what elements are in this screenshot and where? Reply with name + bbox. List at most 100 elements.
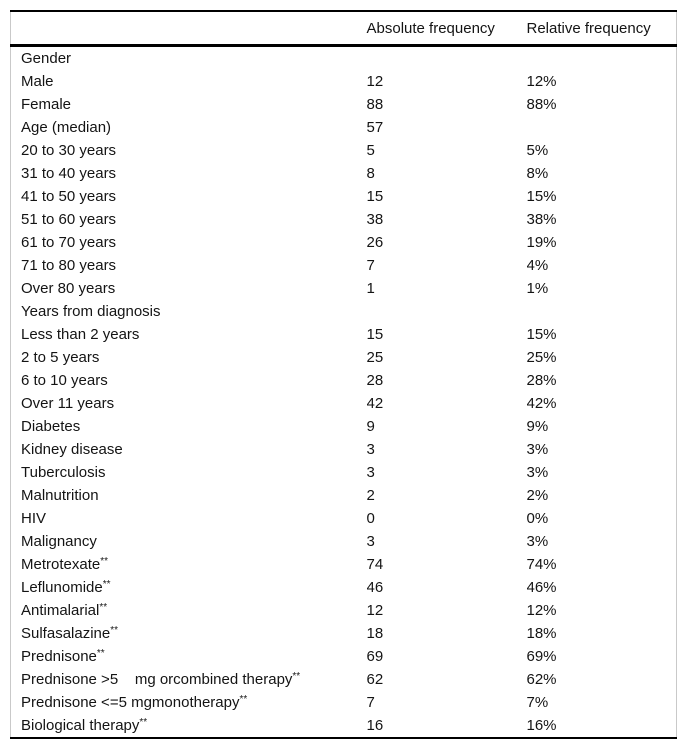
relative-frequency-value: 69%: [526, 648, 557, 665]
row-label: Prednisone**: [11, 645, 367, 668]
relative-frequency-value: 0%: [526, 510, 549, 527]
relative-frequency-value: [527, 116, 677, 139]
frequency-table-container: Absolute frequency Relative frequency Ge…: [10, 10, 677, 739]
table-row: Age (median) 57: [11, 116, 677, 139]
header-relative-frequency: Relative frequency: [526, 11, 677, 47]
row-label: Less than 2 years: [11, 323, 367, 346]
row-label-text: Prednisone <=5 mgmonotherapy: [21, 694, 240, 711]
row-label-text: 71 to 80 years: [21, 257, 117, 274]
row-label: Years from diagnosis: [11, 300, 367, 323]
row-label: Over 80 years: [11, 277, 367, 300]
frequency-table: Absolute frequency Relative frequency Ge…: [10, 10, 677, 739]
row-label: Gender: [11, 46, 367, 71]
table-row: Sulfasalazine** 18 18%: [11, 622, 677, 645]
absolute-frequency-value: 15: [366, 326, 384, 343]
row-label: Female: [11, 93, 367, 116]
relative-frequency-value: 38%: [526, 211, 557, 228]
relative-frequency-value: 42%: [526, 395, 557, 412]
row-label: Tuberculosis: [11, 461, 367, 484]
relative-frequency-value: [527, 46, 677, 71]
row-label-text: Malnutrition: [21, 487, 99, 504]
footnote-marker: **: [139, 717, 148, 728]
row-label: Prednisone >5 mg orcombined therapy**: [11, 668, 367, 691]
absolute-frequency-value: 42: [366, 395, 384, 412]
row-label: 20 to 30 years: [11, 139, 367, 162]
table-row: 6 to 10 years 28 28%: [11, 369, 677, 392]
relative-frequency-value: 8%: [526, 165, 549, 182]
relative-frequency-value: 5%: [526, 142, 549, 159]
row-label-text: Years from diagnosis: [21, 303, 161, 320]
relative-frequency-value: 25%: [526, 349, 557, 366]
absolute-frequency-value: 9: [366, 418, 375, 435]
absolute-frequency-value: [367, 300, 527, 323]
relative-frequency-value: 3%: [526, 464, 549, 481]
row-label-text: Metrotexate: [21, 556, 101, 573]
absolute-frequency-value: 3: [366, 441, 375, 458]
absolute-frequency-value: 3: [366, 464, 375, 481]
table-row: 20 to 30 years 5 5%: [11, 139, 677, 162]
relative-frequency-value: 2%: [526, 487, 549, 504]
absolute-frequency-value: 18: [366, 625, 384, 642]
relative-frequency-value: 62%: [526, 671, 557, 688]
relative-frequency-value: 12%: [526, 602, 557, 619]
row-label: Prednisone <=5 mgmonotherapy**: [11, 691, 367, 714]
row-label-text: 41 to 50 years: [21, 188, 117, 205]
row-label-text: 2 to 5 years: [21, 349, 100, 366]
relative-frequency-value: 9%: [526, 418, 549, 435]
table-row: Male 12 12%: [11, 70, 677, 93]
relative-frequency-value: 1%: [526, 280, 549, 297]
table-row: 31 to 40 years 8 8%: [11, 162, 677, 185]
row-label: 61 to 70 years: [11, 231, 367, 254]
row-label-text: Over 80 years: [21, 280, 116, 297]
footnote-marker: **: [110, 625, 119, 636]
table-row: Kidney disease 3 3%: [11, 438, 677, 461]
table-row: Biological therapy** 16 16%: [11, 714, 677, 738]
footnote-marker: **: [96, 648, 105, 659]
row-label: Malignancy: [11, 530, 367, 553]
absolute-frequency-value: 2: [366, 487, 375, 504]
relative-frequency-value: 19%: [526, 234, 557, 251]
absolute-frequency-value: 7: [366, 257, 375, 274]
absolute-frequency-value: 46: [366, 579, 384, 596]
row-label-text: Tuberculosis: [21, 464, 106, 481]
table-row: Over 80 years 1 1%: [11, 277, 677, 300]
row-label-text: Antimalarial: [21, 602, 100, 619]
table-row: 51 to 60 years 38 38%: [11, 208, 677, 231]
row-label-text: Gender: [21, 50, 72, 67]
row-label-text: Biological therapy: [21, 717, 140, 734]
relative-frequency-value: 28%: [526, 372, 557, 389]
row-label-text: Over 11 years: [21, 395, 115, 412]
row-label: HIV: [11, 507, 367, 530]
table-row: Prednisone <=5 mgmonotherapy** 7 7%: [11, 691, 677, 714]
relative-frequency-value: 3%: [526, 533, 549, 550]
relative-frequency-value: 74%: [526, 556, 557, 573]
row-label: Over 11 years: [11, 392, 367, 415]
table-row: Metrotexate** 74 74%: [11, 553, 677, 576]
row-label: 71 to 80 years: [11, 254, 367, 277]
absolute-frequency-value: 15: [366, 188, 384, 205]
row-label: Male: [11, 70, 367, 93]
row-label: 6 to 10 years: [11, 369, 367, 392]
table-row: 61 to 70 years 26 19%: [11, 231, 677, 254]
footnote-marker: **: [102, 579, 111, 590]
absolute-frequency-value: 74: [366, 556, 384, 573]
row-label-text: Leflunomide: [21, 579, 103, 596]
row-label-text: Malignancy: [21, 533, 97, 550]
absolute-frequency-value: 62: [366, 671, 384, 688]
row-label-text: 31 to 40 years: [21, 165, 117, 182]
row-label: Diabetes: [11, 415, 367, 438]
row-label-text: 51 to 60 years: [21, 211, 117, 228]
relative-frequency-value: 15%: [526, 326, 557, 343]
table-row: Less than 2 years 15 15%: [11, 323, 677, 346]
table-row: 71 to 80 years 7 4%: [11, 254, 677, 277]
absolute-frequency-value: 38: [366, 211, 384, 228]
header-empty-cell: [10, 11, 367, 47]
table-row: Diabetes 9 9%: [11, 415, 677, 438]
absolute-frequency-value: 16: [366, 717, 384, 734]
table-row: Gender: [11, 46, 677, 71]
absolute-frequency-value: 5: [366, 142, 375, 159]
table-row: 41 to 50 years 15 15%: [11, 185, 677, 208]
absolute-frequency-value: 25: [366, 349, 384, 366]
row-label-text: Female: [21, 96, 72, 113]
relative-frequency-value: 15%: [526, 188, 557, 205]
